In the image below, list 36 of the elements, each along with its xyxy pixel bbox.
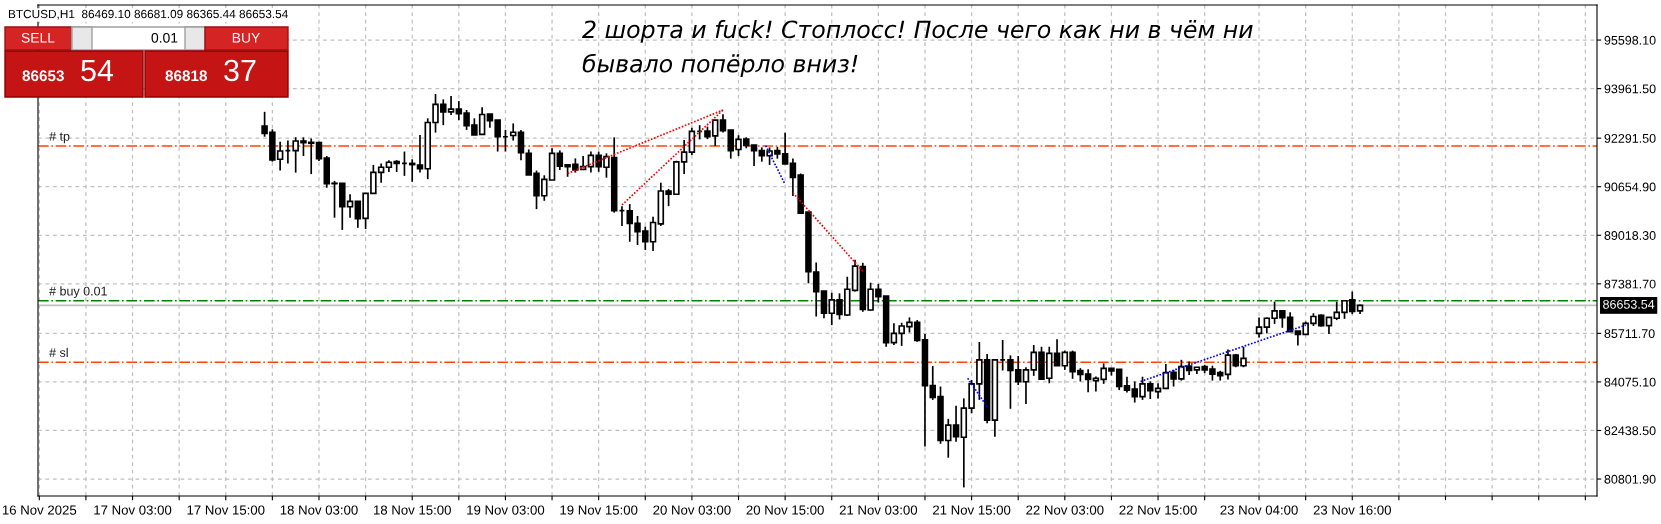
text: 2 шорта и fuck! Стоплосс! После чего как ни в чём ни бывало попёрло вниз! bbox=[582, 20, 1253, 78]
y-tick-label: 85711.70 bbox=[1604, 329, 1655, 339]
y-tick-label: 92291.50 bbox=[1604, 133, 1656, 143]
x-tick-label: 18 Nov 15:00 bbox=[373, 505, 451, 515]
x-tick-label: 21 Nov 15:00 bbox=[933, 505, 1011, 515]
annotation: BUY bbox=[232, 33, 260, 43]
x-tick-label: 19 Nov 15:00 bbox=[560, 505, 638, 515]
annotation: BTCUSD,H1 86469.10 86681.09 86365.44 86653.54 bbox=[8, 9, 288, 20]
y-tick-label: 95598.10 bbox=[1604, 35, 1656, 45]
x-tick-label: 23 Nov 04:00 bbox=[1220, 505, 1298, 515]
x-tick-label: 17 Nov 03:00 bbox=[94, 505, 172, 515]
x-tick-label: 20 Nov 03:00 bbox=[653, 505, 731, 515]
ref-line-label: 86653.54 bbox=[1603, 299, 1655, 309]
annotation: 86653 54 bbox=[22, 59, 114, 82]
annotation: 86818 37 bbox=[165, 59, 256, 82]
y-tick-label: 93961.50 bbox=[1604, 84, 1656, 94]
ref-line-label: # tp bbox=[49, 132, 70, 144]
ref-line-label: # buy 0.01 bbox=[49, 286, 107, 299]
x-tick-label: 19 Nov 03:00 bbox=[467, 505, 545, 515]
y-tick-label: 84075.10 bbox=[1604, 377, 1656, 387]
annotation: 0.01 bbox=[151, 32, 178, 43]
y-tick-label: 89018.30 bbox=[1604, 231, 1656, 240]
y-tick-label: 87381.70 bbox=[1604, 279, 1656, 289]
ref-line-label: # sl bbox=[49, 347, 68, 358]
y-tick-label: 80801.90 bbox=[1604, 474, 1656, 484]
x-tick-label: 22 Nov 03:00 bbox=[1026, 505, 1104, 515]
x-tick-label: 21 Nov 03:00 bbox=[839, 505, 918, 515]
x-tick-label: 16 Nov 2025 bbox=[2, 505, 77, 515]
y-tick-label: 90654.90 bbox=[1604, 182, 1656, 192]
x-tick-label: 20 Nov 15:00 bbox=[746, 505, 824, 515]
y-tick-label: 82438.50 bbox=[1604, 426, 1656, 436]
x-tick-label: 22 Nov 15:00 bbox=[1119, 505, 1197, 515]
x-tick-label: 18 Nov 03:00 bbox=[280, 505, 358, 515]
annotation: SELL bbox=[21, 32, 55, 43]
x-tick-label: 23 Nov 16:00 bbox=[1313, 505, 1392, 515]
x-tick-label: 17 Nov 15:00 bbox=[187, 505, 265, 515]
